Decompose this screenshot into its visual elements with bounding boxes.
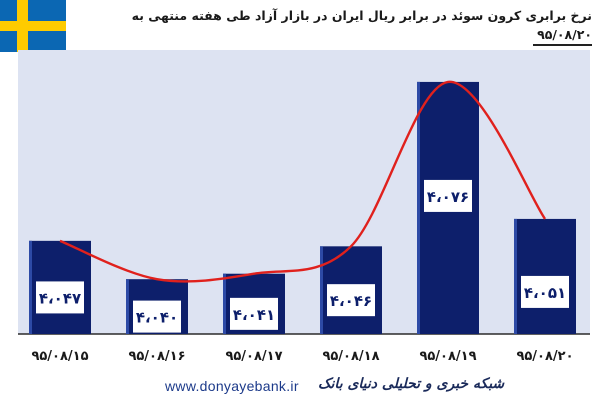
chart-title: نرخ برابری کرون سوئد در برابر ریال ایران…	[72, 6, 592, 46]
chart-title-date: ۹۵/۰۸/۲۰	[533, 25, 592, 46]
x-tick-label-3: ۹۵/۰۸/۱۷	[225, 349, 282, 364]
trend-curve	[59, 80, 546, 283]
footer-brand-name: شبکه خبری و تحلیلی دنیای بانک	[318, 376, 505, 392]
data-label-6: ۴،۰۵۱	[524, 284, 566, 302]
bar-6-edge	[514, 218, 517, 334]
data-label-box-2	[133, 300, 181, 333]
data-label-box-5	[424, 179, 472, 212]
data-label-2: ۴،۰۴۰	[136, 309, 178, 327]
data-label-3: ۴،۰۴۱	[233, 306, 275, 324]
data-label-5: ۴،۰۷۶	[427, 188, 469, 206]
bar-5-edge	[417, 81, 420, 334]
chart-title-line1: نرخ برابری کرون سوئد در برابر ریال ایران…	[131, 8, 592, 23]
bar-4-edge	[320, 246, 323, 334]
data-label-1: ۴،۰۴۷	[39, 289, 81, 307]
x-tick-label-6: ۹۵/۰۸/۲۰	[516, 349, 573, 364]
bar-chart: ۴،۰۴۷ ۴،۰۴۰ ۴،۰۴۱ ۴،۰۴۶ ۴،۰۷۶ ۴،۰۵۱ ۹۵/۰۸/۱۵ ۹…	[18, 50, 590, 364]
x-tick-label-2: ۹۵/۰۸/۱۶	[128, 349, 185, 364]
x-tick-label-1: ۹۵/۰۸/۱۵	[31, 349, 88, 364]
data-label-box-6	[521, 275, 569, 308]
sweden-flag-icon	[0, 0, 66, 52]
data-label-box-3	[230, 297, 278, 330]
bar-1-edge	[29, 240, 32, 334]
footer-url[interactable]: www.donyayebank.ir	[165, 378, 299, 394]
data-label-4: ۴،۰۴۶	[330, 292, 372, 310]
data-label-box-4	[327, 284, 375, 317]
data-label-box-1	[36, 281, 84, 314]
plot-area	[18, 50, 590, 334]
bar-3-edge	[223, 273, 226, 334]
bar-2-edge	[126, 279, 129, 334]
x-tick-label-4: ۹۵/۰۸/۱۸	[322, 349, 379, 364]
x-tick-label-5: ۹۵/۰۸/۱۹	[419, 349, 476, 364]
